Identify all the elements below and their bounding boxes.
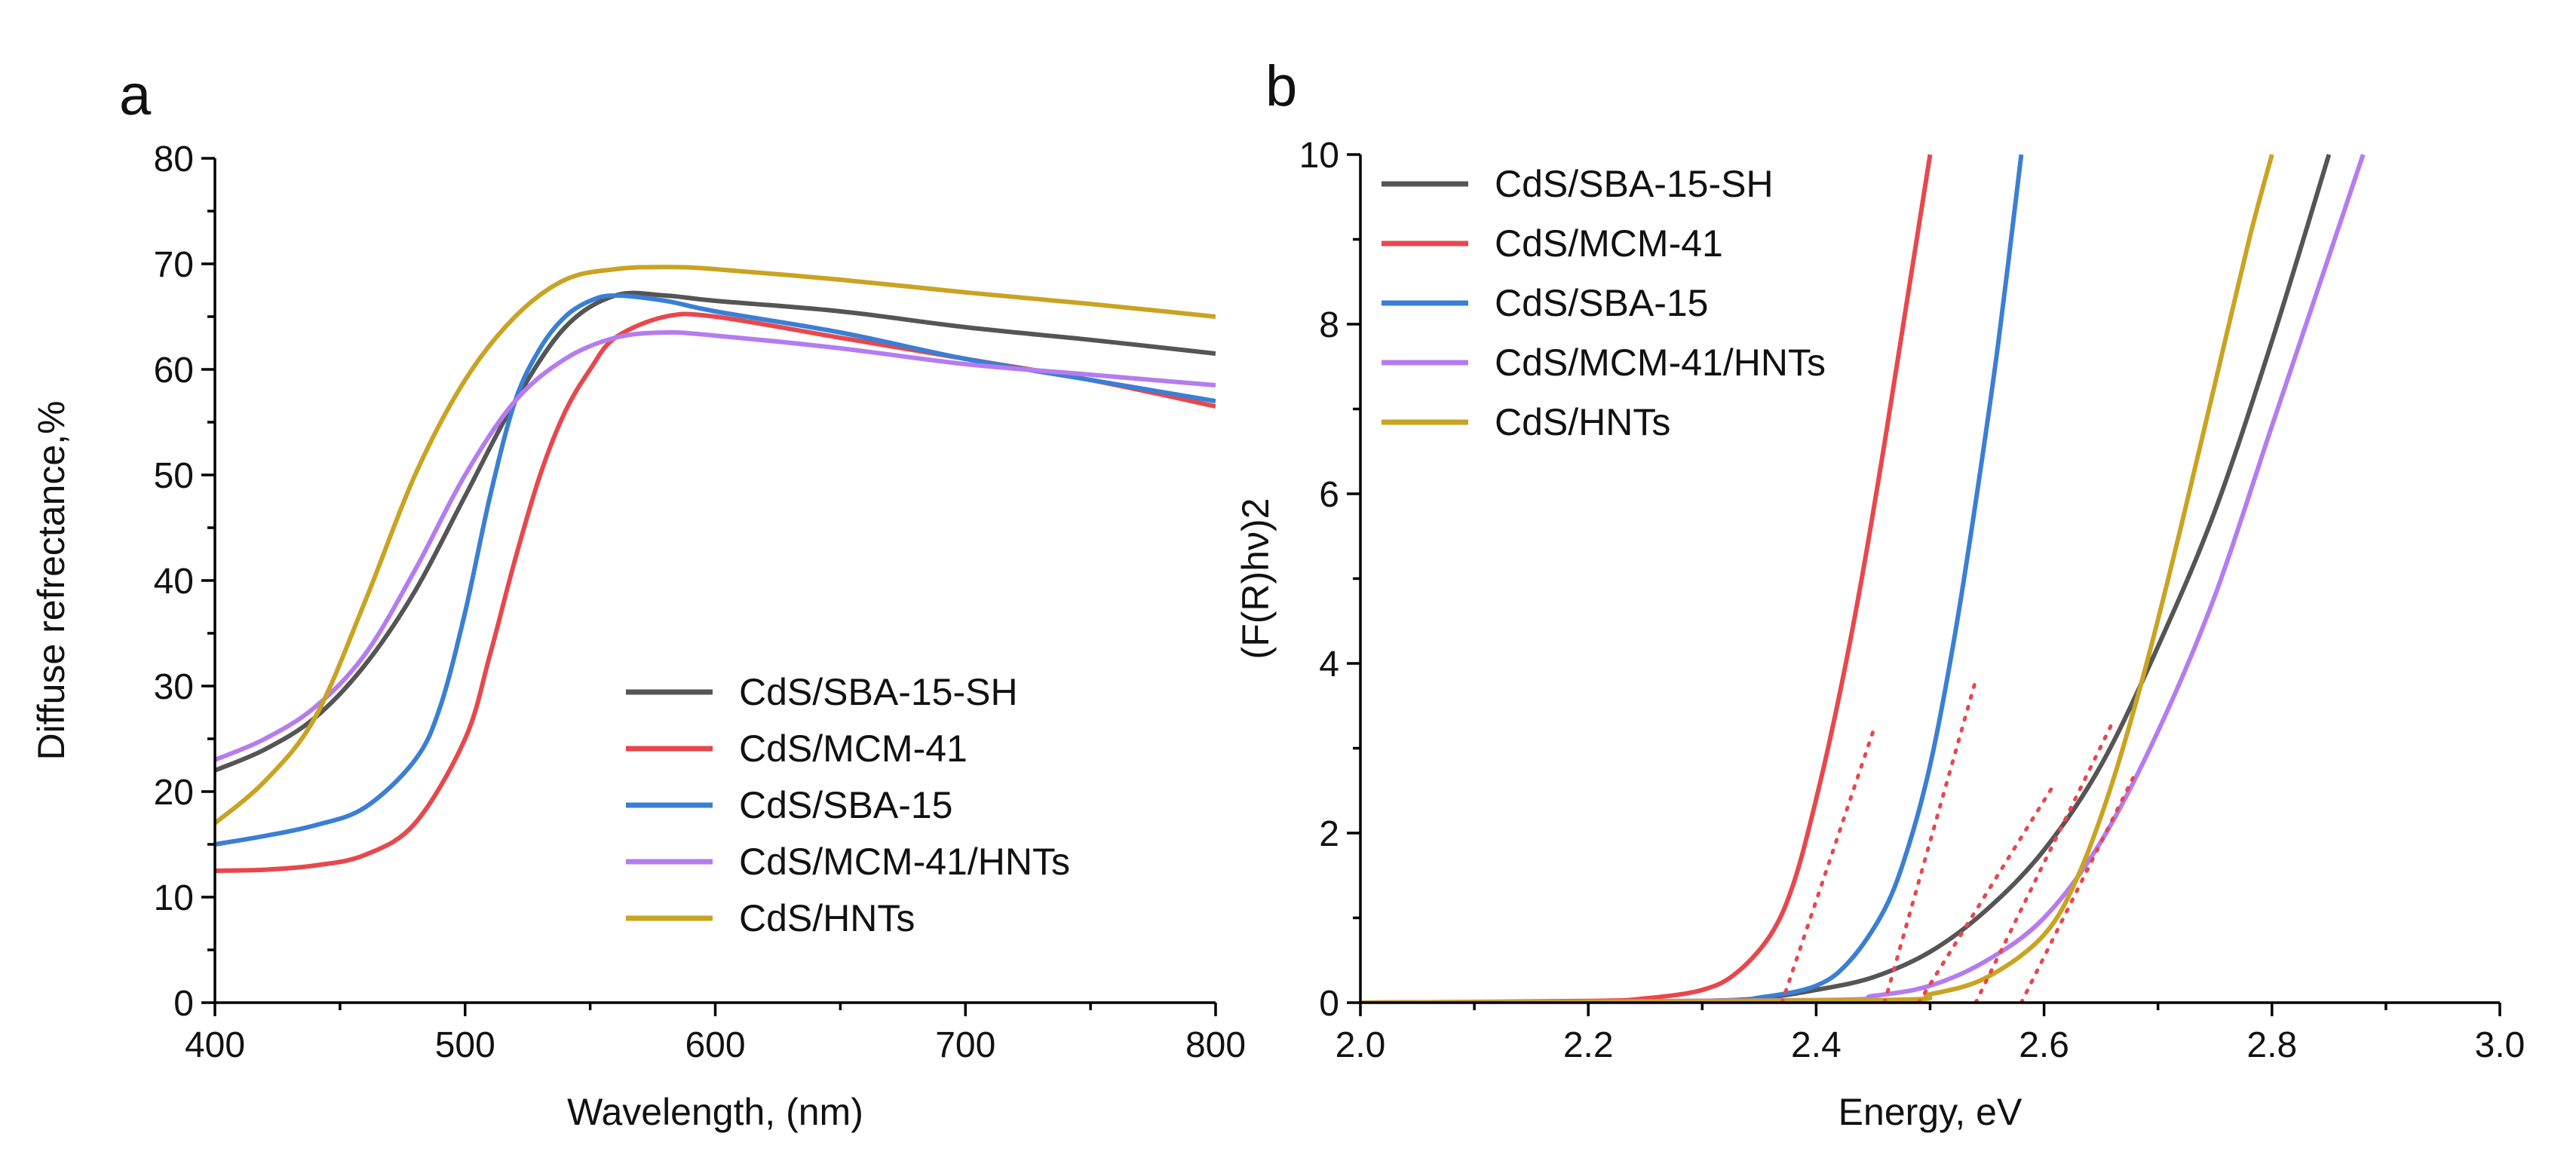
legend-label: CdS/SBA-15: [739, 784, 952, 826]
series-group: [215, 265, 1216, 873]
y-tick-label: 80: [154, 139, 194, 179]
series-line: [215, 329, 1216, 762]
legend-label: CdS/SBA-15: [1495, 282, 1708, 324]
panel-label: a: [119, 63, 152, 127]
legend-label: CdS/MCM-41/HNTs: [1495, 342, 1826, 384]
series-line: [1360, 154, 2274, 1003]
x-axis-label: Wavelength, (nm): [567, 1091, 863, 1133]
legend-label: CdS/HNTs: [739, 897, 915, 939]
panel-a: 400 500 600 700 800 0 10 20 30 40 50 60 70 80 Waveleng…: [30, 63, 1246, 1133]
legend-label: CdS/SBA-15-SH: [1495, 163, 1774, 205]
y-tick-label: 4: [1319, 645, 1339, 685]
tangent-line: [1916, 780, 2058, 1003]
y-tick-label: 8: [1319, 305, 1339, 345]
legend: CdS/SBA-15-SH CdS/MCM-41 CdS/SBA-15 CdS/MCM…: [1382, 163, 1826, 443]
legend-label: CdS/HNTs: [1495, 401, 1670, 443]
y-axis-label: (F(R)hν)2: [1234, 498, 1277, 660]
y-tick-label: 60: [154, 351, 194, 391]
x-tick-label: 2.8: [2246, 1025, 2297, 1065]
legend-label: CdS/MCM-41: [1495, 222, 1723, 265]
x-tick-label: 2.0: [1336, 1025, 1386, 1065]
y-tick-label: 0: [173, 984, 194, 1024]
x-tick-label: 600: [685, 1025, 745, 1065]
x-tick-label: 2.6: [2019, 1025, 2069, 1065]
x-tick-label: 800: [1185, 1025, 1246, 1065]
legend: CdS/SBA-15-SH CdS/MCM-41 CdS/SBA-15 CdS/MCM…: [626, 671, 1070, 939]
series-line: [215, 290, 1216, 773]
x-tick-label: 2.4: [1791, 1025, 1842, 1065]
y-tick-label: 2: [1319, 814, 1339, 854]
y-axis-label: Diffuse refrectance,%: [30, 400, 72, 760]
y-tick-label: 50: [154, 456, 194, 496]
legend-label: CdS/MCM-41/HNTs: [739, 841, 1070, 883]
series-line: [215, 265, 1216, 826]
y-tick-label: 70: [154, 245, 194, 285]
legend-label: CdS/SBA-15-SH: [739, 671, 1018, 713]
panel-b: 2.0 2.2 2.4 2.6 2.8 3.0 0 2 4 6 8 10 Energy, eV (F(R)…: [1234, 54, 2525, 1133]
x-tick-label: 500: [435, 1025, 495, 1065]
panel-label: b: [1265, 54, 1297, 118]
y-tick-label: 20: [154, 773, 194, 813]
y-tick-label: 30: [154, 667, 194, 707]
tangent-line: [1973, 721, 2114, 1003]
y-tick-label: 6: [1319, 475, 1339, 515]
x-tick-label: 400: [185, 1025, 245, 1065]
series-group: [1360, 154, 2366, 1003]
tangent-line: [2019, 771, 2137, 1003]
x-tick-label: 700: [935, 1025, 995, 1065]
legend-label: CdS/MCM-41: [739, 728, 968, 770]
y-tick-label: 0: [1319, 984, 1339, 1024]
tangent-line: [1882, 678, 1978, 1003]
x-axis-label: Energy, eV: [1838, 1091, 2022, 1133]
y-tick-label: 40: [154, 562, 194, 602]
x-tick-label: 3.0: [2475, 1025, 2525, 1065]
tangent-line: [1780, 729, 1875, 1003]
x-tick-label: 2.2: [1563, 1025, 1614, 1065]
y-tick-label: 10: [1299, 136, 1339, 176]
series-line: [215, 311, 1216, 873]
y-tick-label: 10: [154, 878, 194, 918]
series-line: [215, 293, 1216, 847]
